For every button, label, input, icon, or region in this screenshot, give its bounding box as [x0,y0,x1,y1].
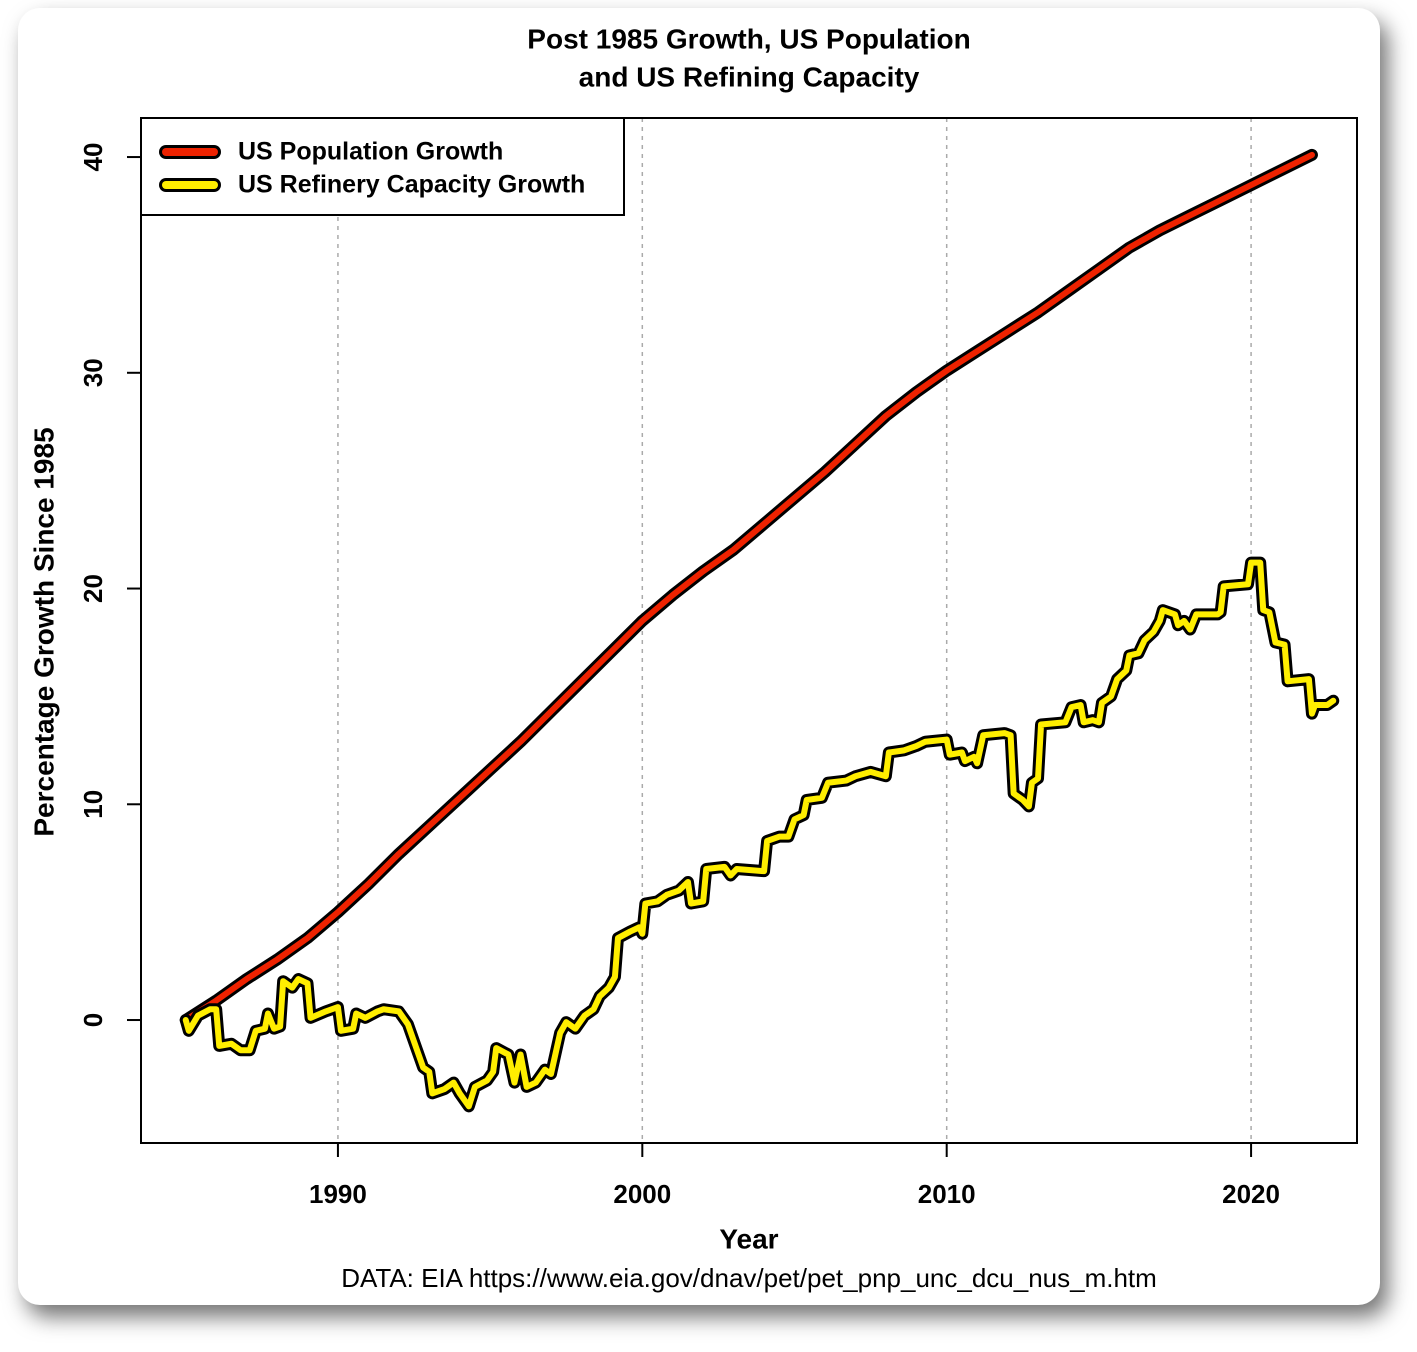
legend-box [140,117,625,216]
legend-label: US Population Growth [238,138,503,166]
line-outline [179,148,1318,1027]
plot-frame [140,117,1358,1144]
x-axis-label: Year [719,1223,778,1254]
y-axis-label: Percentage Growth Since 1985 [28,427,59,836]
y-tick-label: 0 [78,1013,108,1027]
line-outline [179,556,1340,1113]
x-tick-label: 1990 [309,1179,367,1209]
chart-title: and US Refining Capacity [579,61,920,92]
line [182,151,1315,1024]
x-tick-label: 2010 [918,1179,976,1209]
source-note: DATA: EIA https://www.eia.gov/dnav/pet/p… [341,1263,1157,1293]
line [182,559,1337,1110]
y-tick-label: 20 [78,574,108,603]
card [18,8,1380,1305]
x-tick-label: 2000 [613,1179,671,1209]
y-tick-label: 30 [78,358,108,387]
x-tick-label: 2020 [1222,1179,1280,1209]
y-tick-label: 10 [78,790,108,819]
legend-label: US Refinery Capacity Growth [238,171,585,199]
y-tick-label: 40 [78,143,108,172]
chart-title: Post 1985 Growth, US Population [527,23,970,54]
